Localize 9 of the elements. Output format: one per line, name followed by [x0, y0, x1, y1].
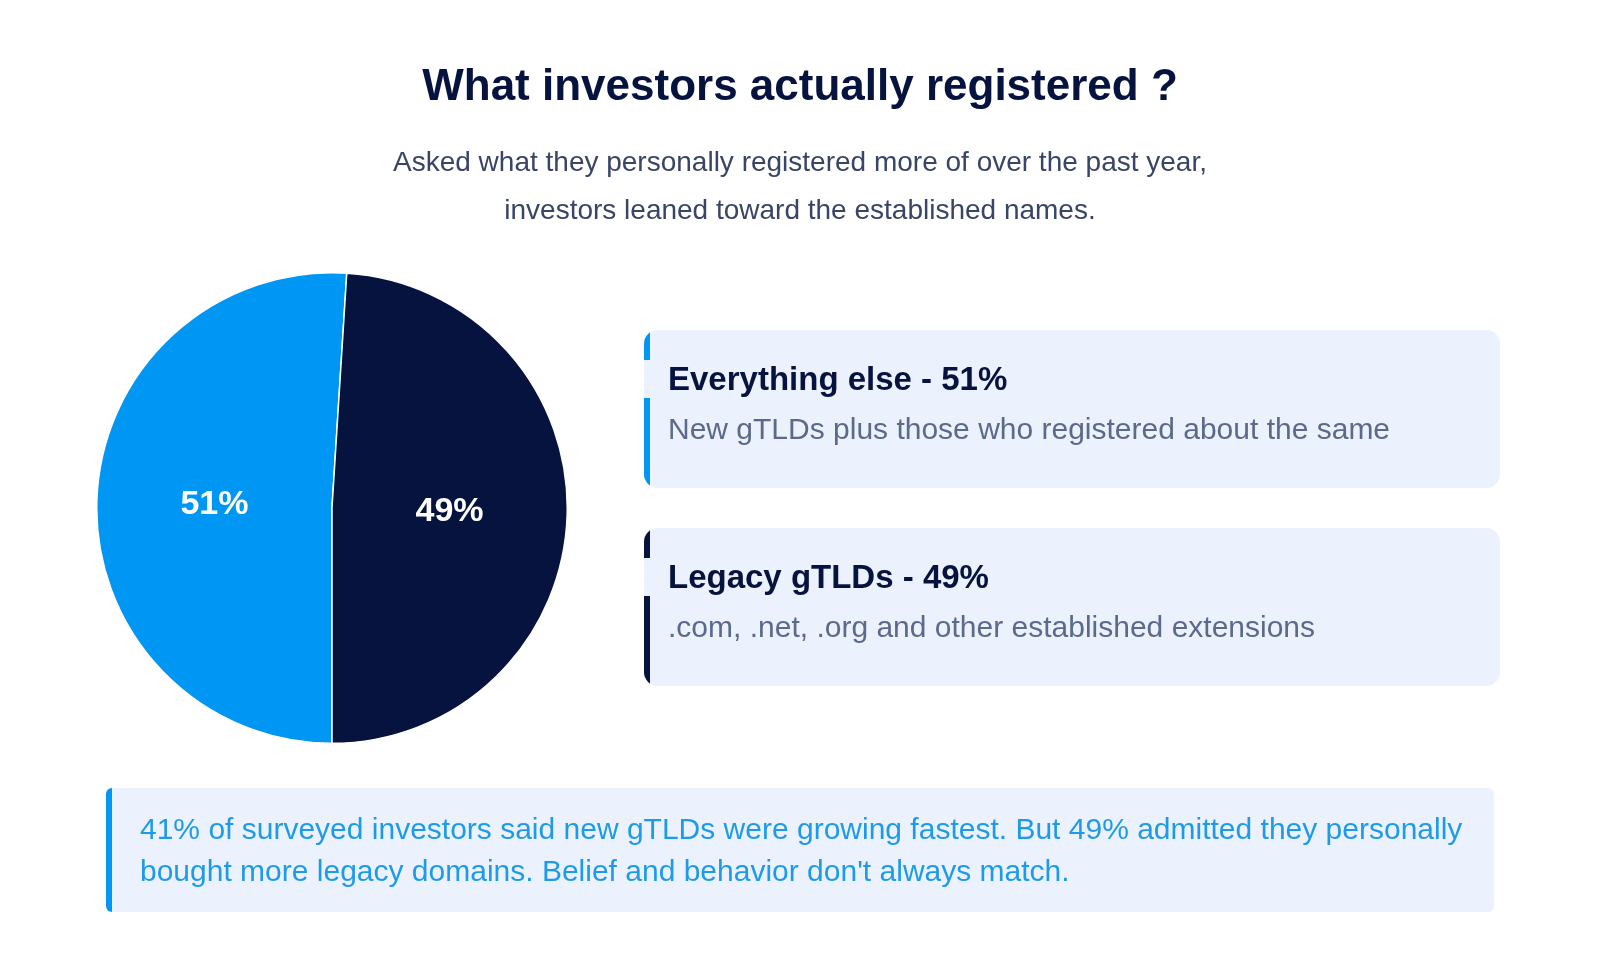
data-label: 49%	[415, 490, 484, 529]
data-label: 51%	[180, 482, 249, 521]
chart-subtitle: Asked what they personally registered more of over the past year, investors leaned toward the established names.	[392, 145, 1208, 227]
legend-label: Legacy gTLDs - 49%	[668, 558, 990, 596]
legend-label: Everything else - 51%	[668, 360, 1009, 398]
text: .com, .net, .org and other established extensions	[668, 610, 1317, 644]
chart-title: What investors actually registered ?	[421, 60, 1179, 110]
text: 41% of surveyed investors said new gTLDs were growing fastest. But 49% admitted they personally bought more legacy domains. Belief and behavior don't always match.	[106, 788, 1494, 912]
text: New gTLDs plus those who registered about the same	[668, 412, 1392, 446]
